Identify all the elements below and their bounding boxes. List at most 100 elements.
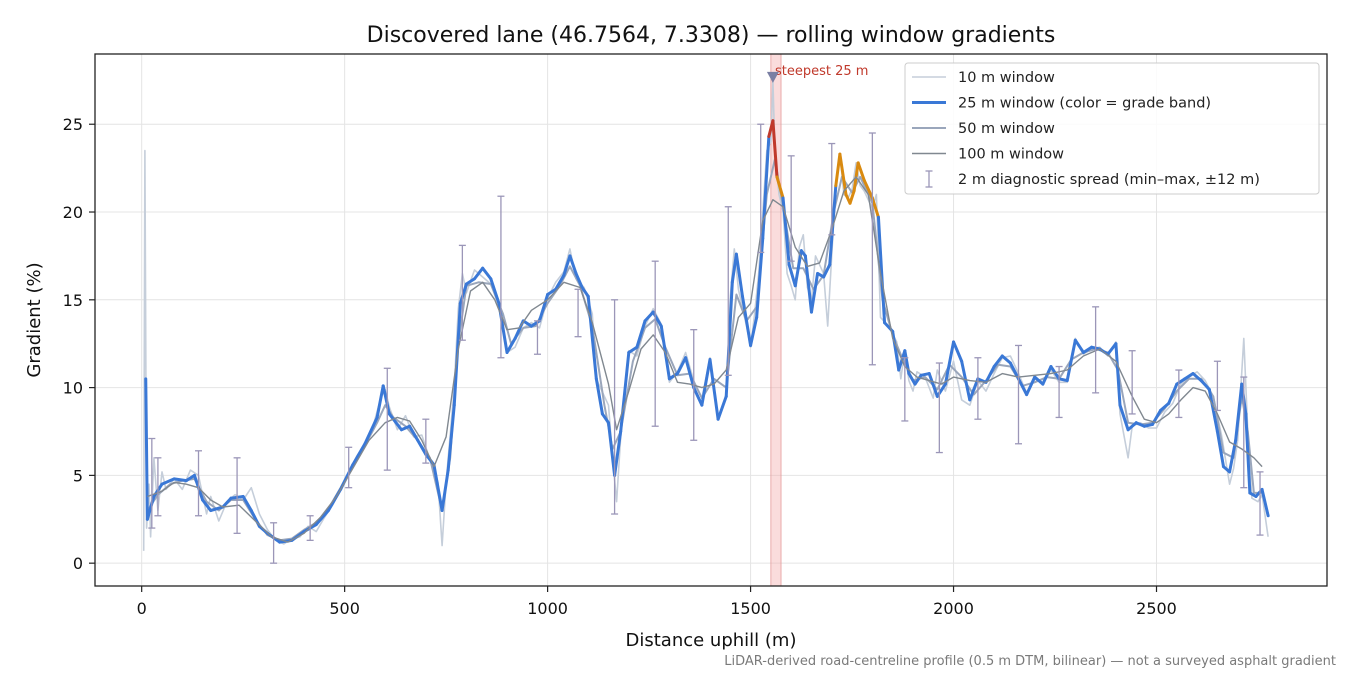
series-25m-segment — [927, 372, 939, 398]
series-25m-segment — [613, 429, 623, 477]
y-tick-label-5: 25 — [63, 115, 83, 134]
legend-entry-2: 50 m window — [912, 121, 1055, 137]
series-25m-segment — [740, 294, 753, 347]
series-25m-segment — [775, 175, 785, 200]
y-axis-ticks: 0 5 10 15 20 25 — [63, 115, 95, 573]
series-25m-segment — [594, 377, 604, 416]
series-25m-segment — [209, 505, 225, 513]
series-25m-segment — [387, 412, 403, 432]
series-25m-segment — [1126, 421, 1138, 432]
series-25m-segment — [1114, 342, 1122, 407]
series-25m-segment — [458, 282, 468, 305]
series-25m-segment — [1033, 375, 1045, 386]
series-25m-segment — [822, 263, 832, 279]
spread-bar-22 — [935, 362, 943, 454]
legend-box — [904, 62, 1320, 195]
steepest-marker — [766, 71, 779, 83]
series-25m-segment — [568, 254, 578, 275]
y-tick-label-4: 20 — [63, 203, 83, 222]
series-25m-segment — [1234, 382, 1244, 442]
legend-label-4: 2 m diagnostic spread (min–max, ±12 m) — [958, 172, 1260, 188]
x-axis-ticks: 0 500 1000 1500 2000 2500 — [137, 586, 1177, 618]
series-25m-segment — [201, 498, 213, 513]
legend: 10 m window 25 m window (color = grade ba… — [904, 62, 1320, 195]
series-25m-segment — [1025, 375, 1037, 397]
series-25m-segment — [891, 329, 901, 372]
series-25m-segment — [724, 280, 734, 398]
series-line-3 — [147, 176, 1263, 543]
spread-bar-23 — [974, 357, 982, 420]
spread-bar-4 — [270, 522, 278, 564]
spread-bar-3 — [233, 457, 241, 534]
series-25m-segment — [943, 340, 956, 386]
spread-bar-30 — [1240, 376, 1248, 489]
series-25m-segment — [935, 382, 947, 398]
series-25m-segment — [1207, 387, 1219, 433]
spread-bar-26 — [1092, 306, 1100, 394]
series-25m-segment — [848, 189, 856, 205]
series-25m-segment — [1175, 377, 1187, 386]
series-25m-segment — [862, 178, 874, 200]
series-25m-segment — [734, 252, 744, 298]
series-25m-segment — [1215, 429, 1225, 469]
series-25m-segment — [221, 496, 233, 509]
series-25m-segment — [968, 377, 980, 402]
spread-bar-6 — [345, 446, 353, 489]
steepest-label: steepest 25 m — [775, 64, 868, 79]
spread-bar-27 — [1128, 350, 1136, 415]
series-25m-segment — [546, 287, 558, 297]
x-tick-label-5: 2500 — [1136, 599, 1177, 618]
series-25m-segment — [1167, 382, 1179, 405]
series-25m-segment — [1118, 403, 1130, 432]
series-25m-segment — [160, 477, 176, 486]
legend-entry-4: 2 m diagnostic spread (min–max, ±12 m) — [925, 170, 1260, 188]
spread-bar-16 — [724, 206, 732, 376]
series-25m-segment — [1260, 487, 1270, 518]
series-25m-segment — [635, 319, 647, 349]
spread-bar-24 — [1014, 344, 1022, 445]
series-25m-segment — [314, 509, 330, 527]
x-axis-label: Distance uphill (m) — [626, 630, 797, 651]
series-25m-segment — [838, 152, 848, 196]
series-25m-segment — [529, 319, 541, 328]
series-25m-segment — [856, 161, 866, 182]
y-tick-label-3: 15 — [63, 291, 83, 310]
spread-bar-19 — [828, 142, 836, 236]
spread-bar-8 — [422, 418, 430, 464]
series-25m-segment — [793, 249, 803, 288]
series-25m-segment — [432, 463, 444, 513]
series-25m-segment — [1183, 372, 1195, 381]
legend-label-0: 10 m window — [958, 70, 1055, 86]
spread-bar-12 — [574, 288, 582, 338]
y-tick-label-2: 10 — [63, 379, 83, 398]
spread-bar-13 — [611, 299, 619, 515]
series-25m-segment — [172, 477, 188, 483]
chart-title: Discovered lane (46.7564, 7.3308) — roll… — [367, 23, 1056, 48]
series-25m-segment — [787, 263, 797, 288]
series-25m-segment — [809, 271, 820, 314]
spread-bar-5 — [306, 515, 314, 541]
series-25m-segment — [184, 473, 196, 483]
series-25m-segment — [1016, 377, 1029, 397]
series-25m-segment — [708, 358, 720, 421]
spread-bar-18 — [787, 155, 795, 262]
series-25m-segment — [676, 356, 688, 376]
series-25m-segment — [1191, 372, 1203, 383]
series-25m-segment — [870, 196, 880, 219]
series-25m-segment — [651, 310, 663, 328]
spread-bar-1 — [154, 457, 162, 517]
series-25m-segment — [1159, 401, 1171, 412]
series-25m-segment — [876, 215, 887, 325]
x-tick-label-3: 1500 — [730, 599, 771, 618]
series-25m-segment — [716, 394, 728, 421]
series-25m-segment — [627, 345, 639, 354]
series-25m-segment — [574, 271, 584, 290]
spread-bar-9 — [458, 244, 466, 341]
series-25m-segment — [667, 372, 680, 381]
series-25m-segment — [1065, 338, 1077, 383]
series-25m-segment — [1000, 354, 1012, 365]
series-25m-segment — [952, 340, 964, 363]
series-25m-segment — [684, 356, 696, 390]
series-25m-segment — [1081, 345, 1094, 354]
